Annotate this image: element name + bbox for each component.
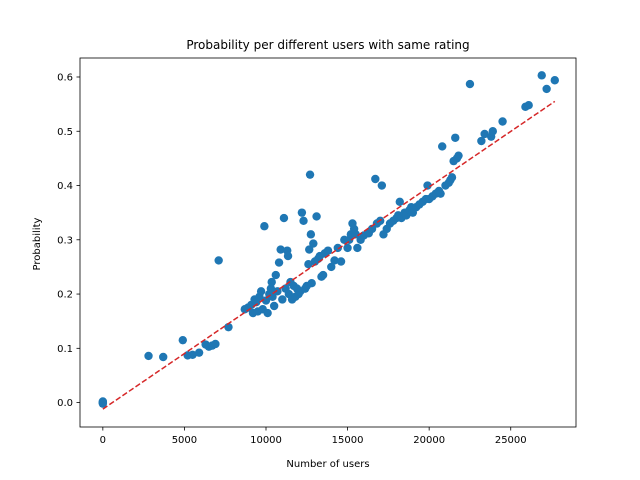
x-tick-label: 20000 <box>413 435 445 446</box>
data-point <box>260 222 269 231</box>
data-point <box>330 256 339 265</box>
data-point <box>98 399 108 408</box>
y-axis-ticks: 0.0 0.1 0.2 0.3 0.4 0.5 0.6 <box>57 72 80 409</box>
data-point <box>454 151 463 160</box>
y-tick-label: 0.2 <box>57 290 73 301</box>
data-point <box>488 127 497 136</box>
plot-marks <box>98 71 559 410</box>
x-axis-label: Number of users <box>286 459 369 470</box>
data-point <box>436 189 445 198</box>
data-point <box>278 295 287 304</box>
data-point <box>542 84 551 94</box>
data-point <box>299 216 308 225</box>
x-tick-label: 15000 <box>332 435 364 446</box>
data-point <box>307 279 316 288</box>
data-point <box>371 174 380 184</box>
data-point <box>261 296 271 305</box>
data-point <box>367 224 377 234</box>
data-point <box>323 246 333 255</box>
y-axis-label: Probability <box>32 217 43 270</box>
data-point <box>194 348 204 357</box>
data-point <box>224 322 233 332</box>
data-point <box>256 287 266 296</box>
data-point <box>267 277 276 287</box>
data-point <box>550 76 559 85</box>
data-point <box>465 79 475 89</box>
x-tick-label: 10000 <box>250 435 282 446</box>
x-tick-label: 5000 <box>172 435 197 446</box>
data-point <box>451 133 460 142</box>
data-point <box>306 230 316 239</box>
data-point <box>159 352 168 362</box>
data-point <box>263 308 272 318</box>
data-point <box>343 243 352 253</box>
data-point <box>178 335 187 345</box>
data-point <box>524 101 533 110</box>
data-point <box>447 173 457 182</box>
data-point <box>395 197 404 206</box>
data-point <box>214 256 223 265</box>
data-point <box>312 212 321 221</box>
data-point <box>318 270 328 280</box>
y-tick-label: 0.4 <box>57 181 73 192</box>
x-axis-ticks: 0 5000 10000 15000 20000 25000 <box>100 427 527 446</box>
data-point <box>480 129 489 139</box>
data-point <box>327 262 336 272</box>
data-point <box>377 181 387 190</box>
data-point <box>336 257 346 266</box>
data-point <box>353 243 362 253</box>
data-point <box>305 245 314 254</box>
data-point <box>297 208 307 217</box>
data-point <box>144 351 153 361</box>
x-tick-label: 0 <box>100 435 106 446</box>
data-point <box>423 181 432 190</box>
data-point <box>271 270 280 280</box>
data-point <box>279 213 289 223</box>
data-point <box>438 142 447 151</box>
y-tick-label: 0.1 <box>57 344 73 355</box>
x-tick-label: 25000 <box>495 435 527 446</box>
data-point <box>274 258 284 267</box>
y-tick-label: 0.3 <box>57 235 73 246</box>
data-point <box>276 245 285 254</box>
data-point <box>305 170 315 179</box>
data-point <box>351 230 360 239</box>
data-point <box>266 284 276 293</box>
y-tick-label: 0.0 <box>57 398 73 409</box>
data-point <box>309 239 318 248</box>
data-point <box>188 350 197 360</box>
plot-frame <box>79 57 577 428</box>
trend-line <box>102 100 556 410</box>
data-point <box>211 339 220 349</box>
data-point <box>283 251 293 261</box>
y-tick-label: 0.6 <box>57 72 73 83</box>
data-point <box>477 136 486 146</box>
chart-title: Probability per different users with sam… <box>186 38 469 52</box>
data-point <box>269 301 279 311</box>
y-tick-label: 0.5 <box>57 127 73 138</box>
data-point <box>304 260 313 269</box>
data-point <box>537 71 546 80</box>
data-point <box>498 117 507 126</box>
